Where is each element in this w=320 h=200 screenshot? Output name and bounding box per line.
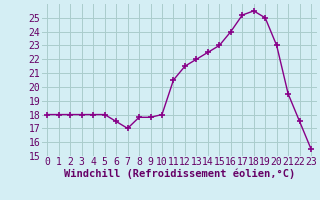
X-axis label: Windchill (Refroidissement éolien,°C): Windchill (Refroidissement éolien,°C) [64,169,295,179]
